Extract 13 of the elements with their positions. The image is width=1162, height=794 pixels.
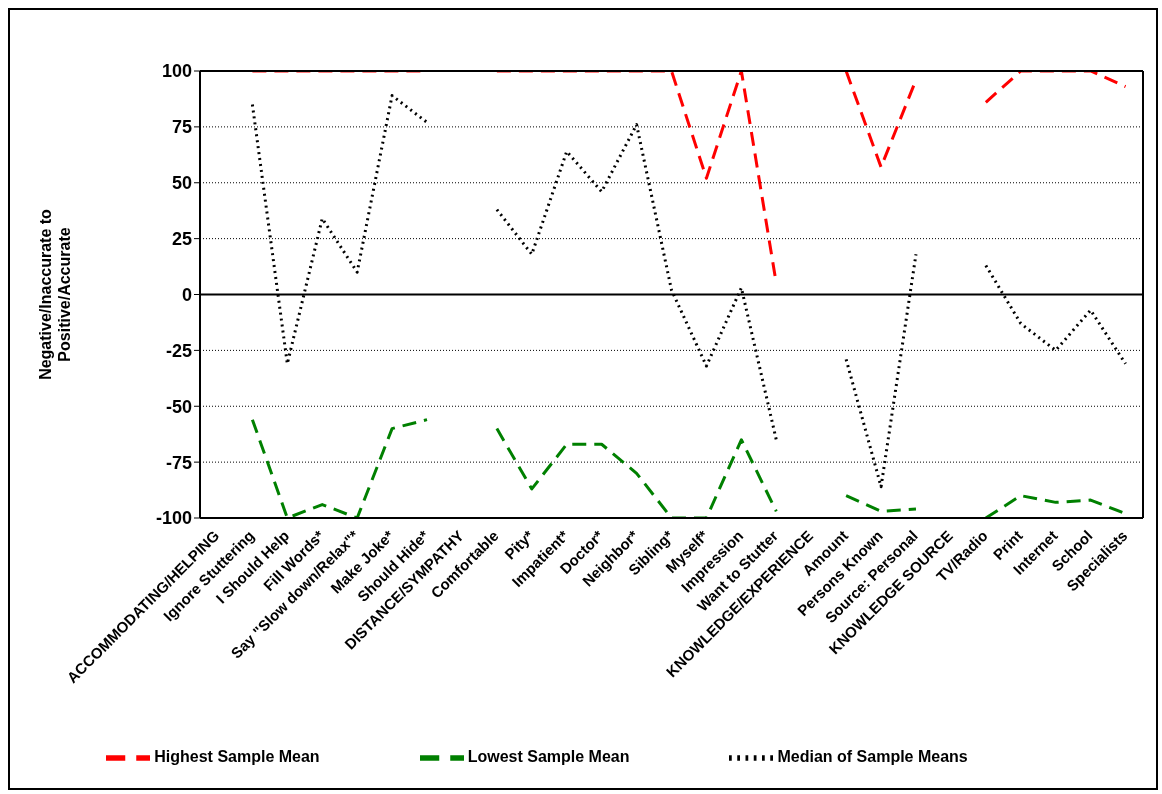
y-tick-label: 100 xyxy=(161,61,192,82)
legend-label: Lowest Sample Mean xyxy=(467,748,630,766)
y-axis-title: Negative/Inaccurate to Positive/Accurate xyxy=(37,208,73,380)
legend-label: Highest Sample Mean xyxy=(154,748,320,766)
y-tick-label: 0 xyxy=(181,284,192,305)
y-tick-label: -75 xyxy=(165,452,192,473)
y-tick-label: -50 xyxy=(165,396,192,417)
y-tick-label: -25 xyxy=(165,340,192,361)
legend-label: Median of Sample Means xyxy=(777,748,968,766)
y-tick-label: 25 xyxy=(171,229,192,250)
y-tick-label: 50 xyxy=(171,173,192,194)
y-tick-label: 75 xyxy=(171,117,192,138)
y-tick-label: -100 xyxy=(155,508,192,529)
